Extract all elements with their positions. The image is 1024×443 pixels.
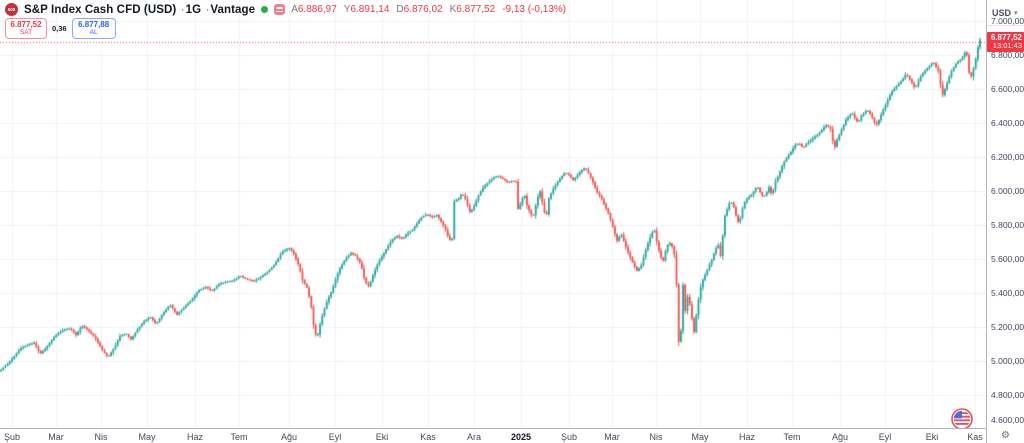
timeframe-label[interactable]: 1G [185, 3, 202, 16]
price-tick: 5.400,00 [991, 287, 1024, 298]
price-tick: 4.600,00 [991, 415, 1024, 425]
time-axis-label: May [138, 431, 156, 442]
price-tick: 6.800,00 [991, 49, 1024, 60]
price-axis[interactable]: USD ▾ 7.000,00 6.800,00 6.600,00 6.400,00 6.… [986, 0, 1024, 443]
time-axis-label: Tem [783, 431, 801, 442]
axis-corner: ⚙ [986, 428, 1024, 443]
time-axis-label: Haz [738, 431, 756, 442]
price-tick: 6.200,00 [991, 151, 1024, 162]
open-value: A6.886,97 [291, 4, 337, 15]
time-axis-label: Haz [186, 431, 204, 442]
high-value: Y6.891,14 [343, 4, 390, 15]
vantage-broker-logo [951, 408, 973, 430]
broker-label: Vantage [210, 3, 256, 16]
price-tick: 6.600,00 [991, 83, 1024, 94]
trade-panel: 6.877,52 SAT 0,36 6.877,88 AL [5, 18, 116, 39]
price-tick: 5.000,00 [991, 355, 1024, 366]
candlestick-chart-canvas[interactable] [0, 0, 986, 428]
symbol-title[interactable]: S&P Index Cash CFD (USD) ·1G ·Vantage [24, 3, 256, 16]
price-tick: 5.600,00 [991, 253, 1024, 264]
time-axis-label: Kas [420, 431, 436, 442]
market-open-dot-icon [261, 6, 269, 13]
change-value: -9,13 (-0,13%) [502, 4, 567, 15]
time-axis-label: Ara [466, 431, 482, 442]
time-axis-label: Tem [230, 431, 248, 442]
time-axis-label: Nis [94, 431, 108, 442]
price-tick: 4.800,00 [991, 389, 1024, 400]
separator-dot: · [205, 3, 210, 16]
sell-button[interactable]: 6.877,52 SAT [5, 18, 47, 39]
price-tick: 6.000,00 [991, 185, 1024, 196]
time-axis-label: 2025 [510, 431, 532, 442]
price-tick: 5.200,00 [991, 321, 1024, 332]
time-axis-label: May [691, 431, 709, 442]
time-axis-label: Mar [48, 431, 64, 442]
time-axis-label: Eki [375, 431, 389, 442]
ohlc-values: A6.886,97 Y6.891,14 D6.876,02 K6.877,52 … [291, 4, 566, 15]
time-axis-label: Nis [649, 431, 663, 442]
price-tick: 6.400,00 [991, 117, 1024, 128]
time-axis-label: Mar [604, 431, 620, 442]
spread-value: 0,36 [52, 24, 67, 33]
bar-countdown: 13:01:43 [992, 41, 1022, 51]
symbol-header: 500 S&P Index Cash CFD (USD) ·1G ·Vantag… [5, 3, 566, 16]
buy-button[interactable]: 6.877,88 AL [71, 18, 116, 39]
time-axis-label: Şub [3, 431, 21, 442]
time-axis-label: Eyl [328, 431, 342, 442]
axis-settings-gear-icon[interactable]: ⚙ [1001, 429, 1010, 441]
close-value: K6.877,52 [449, 4, 496, 15]
time-axis-label: Ağu [831, 431, 849, 442]
chart-pane: 500 S&P Index Cash CFD (USD) ·1G ·Vantag… [0, 0, 986, 430]
time-axis-label: Eyl [878, 431, 892, 442]
currency-selector[interactable]: USD ▾ [987, 0, 1024, 26]
time-axis-label: Eki [925, 431, 939, 442]
sp500-logo-icon: 500 [5, 3, 18, 16]
time-axis-label: Şub [560, 431, 578, 442]
time-axis-label: Kas [967, 431, 983, 442]
time-axis[interactable]: Şub Mar Nis May Haz Tem Ağu Eyl Eki Kas Ara 2025 Şub… [0, 428, 1024, 443]
low-value: D6.876,02 [396, 4, 443, 15]
change-values-icon[interactable] [274, 4, 286, 15]
price-tick: 7.000,00 [991, 15, 1024, 26]
chevron-down-icon: ▾ [1014, 9, 1018, 17]
currency-label: USD [992, 7, 1012, 18]
separator-dot: · [180, 3, 185, 16]
price-tick: 5.800,00 [991, 219, 1024, 230]
current-price-label: 6.877,52 13:01:43 [987, 32, 1024, 52]
time-axis-label: Ağu [280, 431, 298, 442]
